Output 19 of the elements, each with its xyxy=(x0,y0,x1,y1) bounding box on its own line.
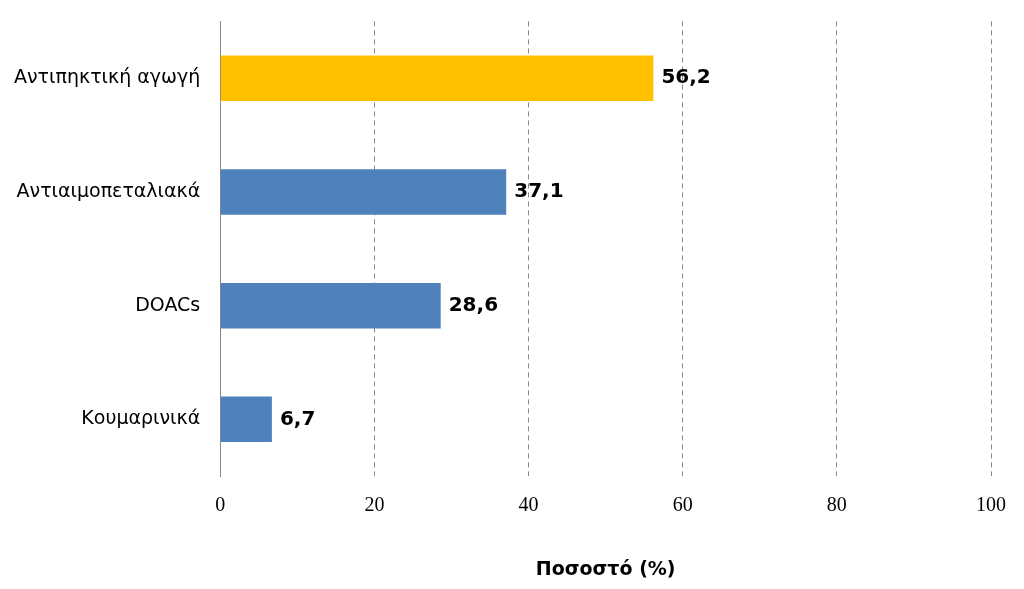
bar xyxy=(220,55,654,101)
y-tick-label: Αντιαιμοπεταλιακά xyxy=(16,178,201,201)
x-tick-label: 0 xyxy=(215,493,226,516)
y-tick-label: DOACs xyxy=(135,292,201,315)
x-tick-label: 80 xyxy=(826,493,847,516)
x-tick-label: 60 xyxy=(672,493,693,516)
y-tick-label: Αντιπηκτική αγωγή xyxy=(13,65,201,88)
x-axis-title: Ποσοστό (%) xyxy=(535,556,676,579)
bar xyxy=(220,169,507,215)
bar xyxy=(220,282,441,329)
y-tick-label: Κουμαρινικά xyxy=(81,406,201,429)
data-label: 28,6 xyxy=(448,291,499,316)
x-tick-label: 20 xyxy=(364,493,385,516)
data-label: 37,1 xyxy=(514,178,564,203)
data-label: 6,7 xyxy=(279,405,316,430)
data-label: 56,2 xyxy=(661,64,711,89)
bar xyxy=(220,396,272,443)
x-tick-label: 100 xyxy=(976,493,1006,516)
x-tick-label: 40 xyxy=(518,493,539,516)
